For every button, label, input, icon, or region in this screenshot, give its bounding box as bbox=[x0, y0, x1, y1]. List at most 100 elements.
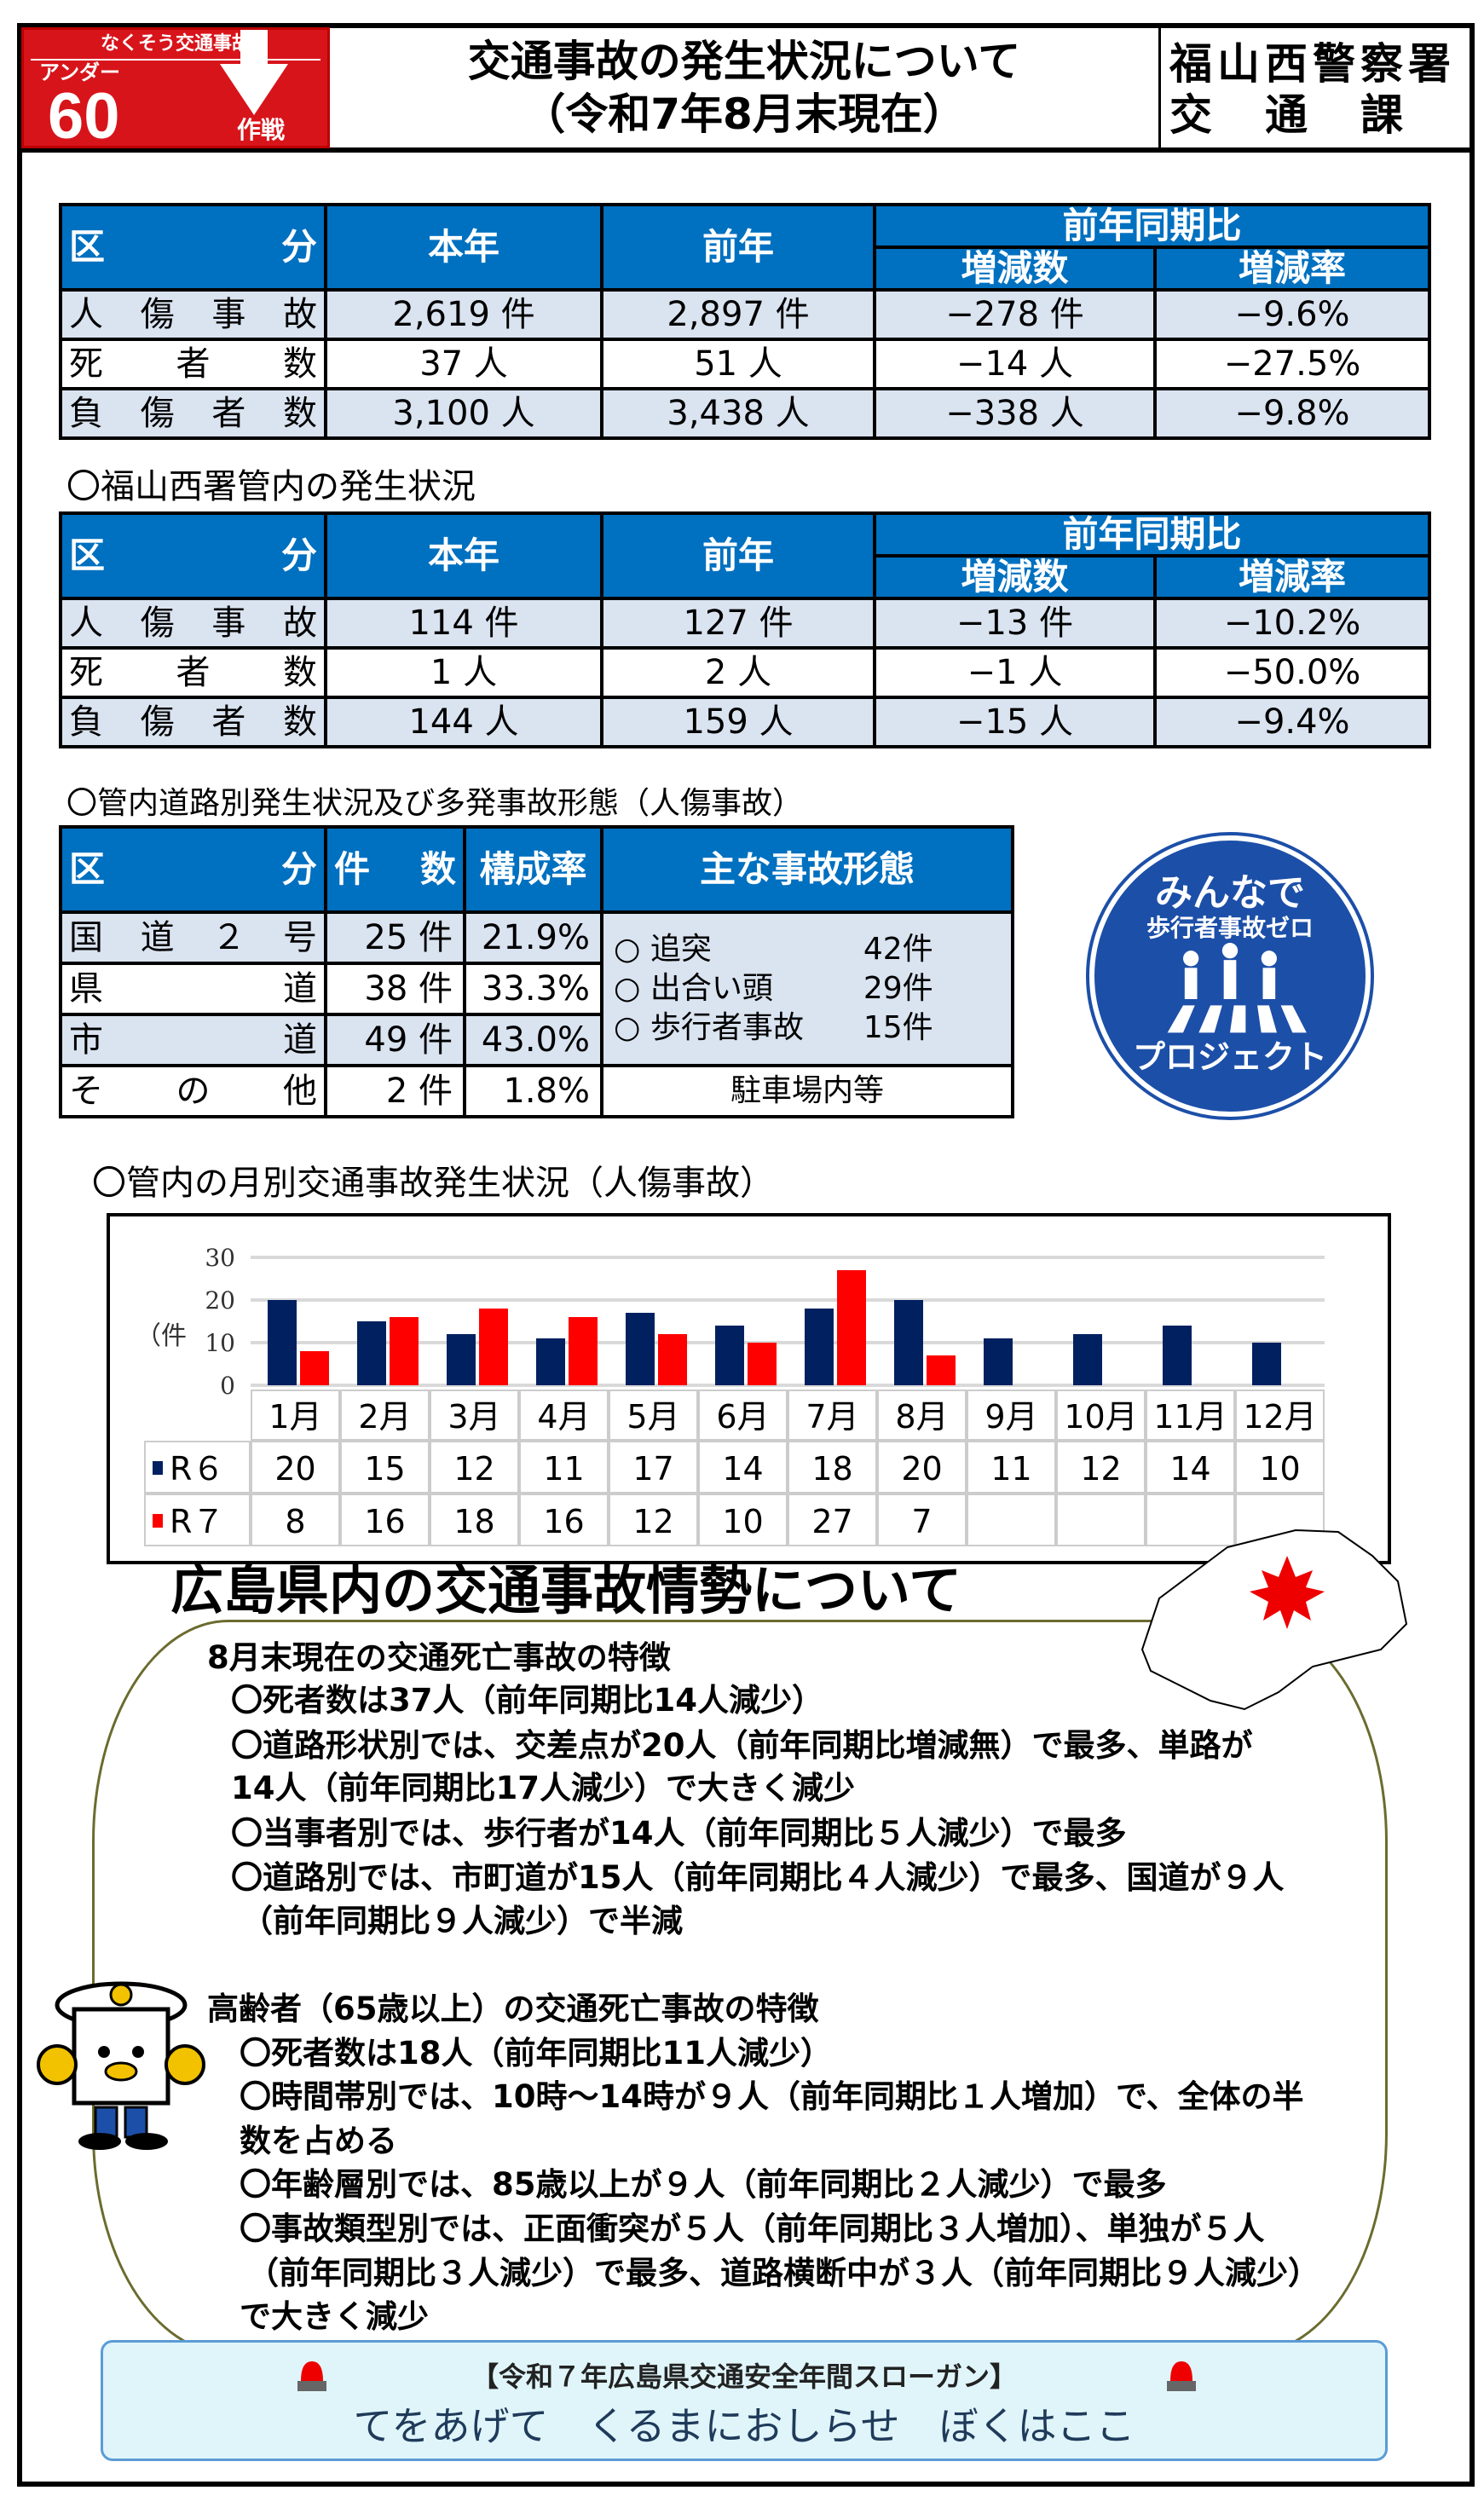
other-note: 駐車場内等 bbox=[600, 1064, 1014, 1118]
page-title: 交通事故の発生状況について （令和7年8月末現在） bbox=[331, 28, 1158, 147]
table-row: 人傷事故 2,619 件 2,897 件 −278 件 −9.6% bbox=[59, 288, 1431, 342]
pedestrian-zero-badge: みんなで 歩行者事故ゼロ プロジェクト bbox=[1086, 832, 1374, 1120]
data-label: 20 bbox=[877, 1441, 967, 1494]
header-count: 件 数 bbox=[324, 825, 466, 914]
count-value: 49 件 bbox=[324, 1013, 466, 1067]
bullet-line: 〇年齢層別では、85歳以上が９人（前年同期比２人減少）で最多 bbox=[240, 2166, 1167, 2203]
this-year-value: 114 件 bbox=[324, 597, 603, 650]
data-label: 16 bbox=[340, 1494, 430, 1546]
bar-r6-6 bbox=[715, 1326, 744, 1385]
diff-value: −13 件 bbox=[873, 597, 1157, 650]
row-label: 死者数 bbox=[59, 338, 327, 391]
header-category: 区 分 bbox=[59, 202, 327, 292]
bullet-line: 数を占める bbox=[240, 2123, 397, 2159]
header-this-year: 本年 bbox=[324, 511, 603, 601]
bar-r7-2 bbox=[390, 1317, 419, 1385]
header-last-year: 前年 bbox=[600, 202, 876, 292]
x-tick-label: 1月 bbox=[251, 1390, 340, 1441]
data-label: 11 bbox=[967, 1441, 1056, 1494]
x-tick-label: 4月 bbox=[519, 1390, 609, 1441]
data-label: 15 bbox=[340, 1441, 430, 1494]
header-diff: 増減数 bbox=[873, 554, 1157, 601]
prefecture-stats-table: 区 分 本年 前年 前年同期比 増減数 増減率 人傷事故 2,619 件 2,897… bbox=[59, 202, 1431, 441]
count-value: 25 件 bbox=[324, 910, 466, 965]
badge-line-3: プロジェクト bbox=[1132, 1037, 1327, 1076]
data-label: 14 bbox=[698, 1441, 788, 1494]
prefecture-section-title: 広島県内の交通事故情勢について bbox=[170, 1559, 962, 1621]
header-compare: 前年同期比 bbox=[873, 202, 1431, 250]
row-label: 人傷事故 bbox=[59, 288, 327, 342]
table-row: 負傷者数 3,100 人 3,438 人 −338 人 −9.8% bbox=[59, 387, 1431, 441]
x-tick-label: 3月 bbox=[430, 1390, 519, 1441]
bar-r6-2 bbox=[357, 1321, 386, 1385]
data-label: 20 bbox=[251, 1441, 340, 1494]
row-label: 死者数 bbox=[59, 646, 327, 700]
bar-r6-10 bbox=[1073, 1334, 1102, 1385]
this-year-value: 37 人 bbox=[324, 338, 603, 391]
bar-r7-1 bbox=[300, 1351, 329, 1385]
bar-r6-11 bbox=[1163, 1326, 1192, 1385]
local-caption: 〇福山西署管内の発生状況 bbox=[66, 467, 476, 506]
logo-number: 60 bbox=[48, 80, 120, 148]
rate-value: −9.8% bbox=[1153, 387, 1431, 441]
bar-r7-8 bbox=[927, 1355, 956, 1385]
legend-swatch bbox=[153, 1514, 163, 1528]
last-year-value: 51 人 bbox=[600, 338, 876, 391]
last-year-value: 159 人 bbox=[600, 696, 876, 749]
bar-r6-12 bbox=[1252, 1343, 1281, 1385]
bullet-line: （前年同期比３人減少）で最多、道路横断中が３人（前年同期比９人減少） bbox=[247, 2255, 1319, 2291]
bar-r7-4 bbox=[569, 1317, 598, 1385]
x-tick-label: 8月 bbox=[877, 1390, 967, 1441]
type-item: ○ 出合い頭 29件 bbox=[614, 969, 1011, 1008]
bar-r7-7 bbox=[837, 1270, 866, 1385]
table-row: その他 2 件 1.8% 駐車場内等 bbox=[59, 1064, 1014, 1118]
chart-plot: 30 20 10 0 bbox=[205, 1244, 1325, 1400]
bullet-line: （前年同期比９人減少）で半減 bbox=[241, 1903, 683, 1939]
series-name: R６ bbox=[170, 1450, 225, 1488]
y-axis-label: （件 bbox=[136, 1321, 187, 1351]
last-year-value: 3,438 人 bbox=[600, 387, 876, 441]
data-label: 27 bbox=[788, 1494, 877, 1546]
bar-r6-3 bbox=[447, 1334, 476, 1385]
bullet-line: 〇事故類型別では、正面衝突が５人（前年同期比３人増加）、単独が５人 bbox=[240, 2210, 1265, 2247]
data-label: 11 bbox=[519, 1441, 609, 1494]
title-line-1: 交通事故の発生状況について bbox=[467, 37, 1021, 86]
bar-r7-6 bbox=[748, 1343, 777, 1385]
dept-line-2: 交 通 課 bbox=[1169, 90, 1408, 140]
last-year-value: 2 人 bbox=[600, 646, 876, 700]
type-name: 歩行者事故 bbox=[650, 1010, 804, 1045]
header-category: 区 分 bbox=[59, 825, 327, 914]
x-tick-label: 11月 bbox=[1146, 1390, 1235, 1441]
x-tick-label: 12月 bbox=[1235, 1390, 1325, 1441]
diff-value: −278 件 bbox=[873, 288, 1157, 342]
slogan-title: 【令和７年広島県交通安全年間スローガン】 bbox=[471, 2360, 1017, 2393]
police-mascot-icon bbox=[37, 1981, 205, 2150]
data-label bbox=[1056, 1494, 1146, 1546]
table-row: 国道２号 25 件 21.9% ○ 追突 42件 ○ 出合い頭 29件 ○ 歩行者事故 1… bbox=[59, 910, 1014, 1067]
diff-value: −1 人 bbox=[873, 646, 1157, 700]
ratio-value: 43.0% bbox=[463, 1013, 603, 1067]
pedestrians-crossing-icon bbox=[1167, 942, 1307, 1033]
header-types: 主な事故形態 bbox=[600, 825, 1014, 914]
x-tick-label: 6月 bbox=[698, 1390, 788, 1441]
x-tick-label: 9月 bbox=[967, 1390, 1056, 1441]
title-line-2: （令和7年8月末現在） bbox=[523, 90, 966, 139]
logo-top-text: なくそう交通事故 bbox=[31, 35, 320, 61]
type-item: ○ 追突 42件 bbox=[614, 930, 1011, 969]
rate-value: −9.6% bbox=[1153, 288, 1431, 342]
row-label: 市道 bbox=[59, 1013, 327, 1067]
header-compare: 前年同期比 bbox=[873, 511, 1431, 558]
logo-under-text: アンダー bbox=[39, 61, 121, 84]
bar-r6-4 bbox=[536, 1338, 565, 1385]
bar-r6-9 bbox=[984, 1338, 1013, 1385]
row-label: 負傷者数 bbox=[59, 387, 327, 441]
road-caption: 〇管内道路別発生状況及び多発事故形態（人傷事故） bbox=[66, 786, 804, 821]
y-tick-label: 0 bbox=[220, 1372, 235, 1400]
data-label bbox=[1146, 1494, 1235, 1546]
row-label: 県道 bbox=[59, 962, 327, 1016]
data-label: 14 bbox=[1146, 1441, 1235, 1494]
chart-caption: 〇管内の月別交通事故発生状況（人傷事故） bbox=[92, 1164, 774, 1203]
data-label: 8 bbox=[251, 1494, 340, 1546]
local-stats-table: 区 分 本年 前年 前年同期比 増減数 増減率 人傷事故 114 件 127 件 −1… bbox=[59, 511, 1431, 749]
row-label: 負傷者数 bbox=[59, 696, 327, 749]
